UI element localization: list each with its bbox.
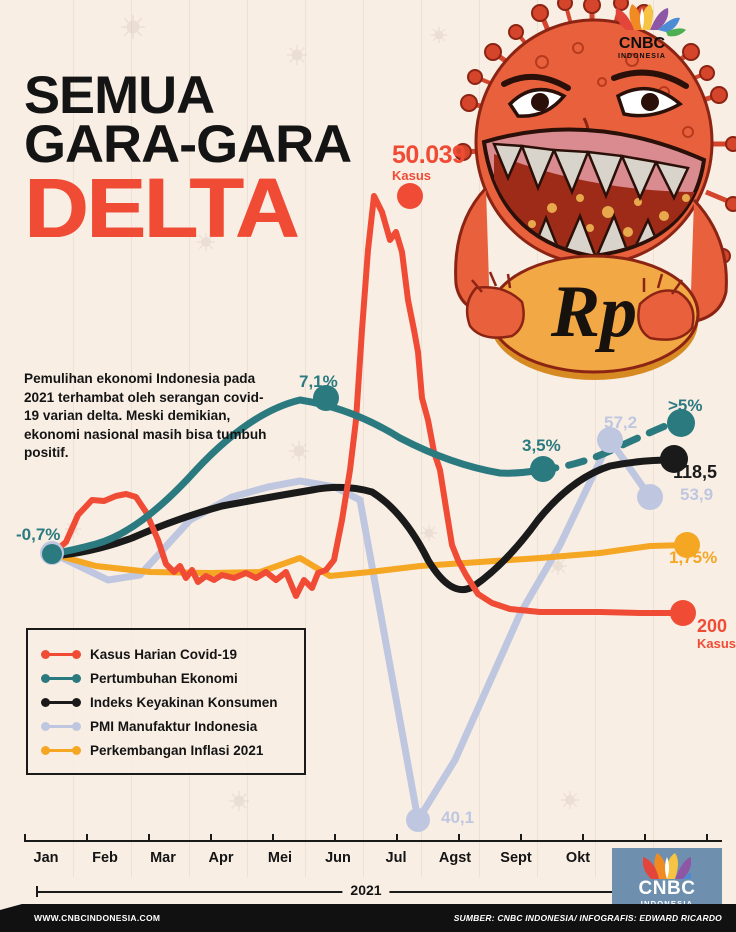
svg-text:CNBC: CNBC: [619, 35, 666, 52]
headline-line-1: SEMUA: [24, 66, 215, 125]
month-label-feb: Feb: [92, 850, 118, 866]
label-covid-end-value: 200: [697, 616, 728, 636]
month-label-jan: Jan: [33, 850, 59, 866]
legend-label-covid: Kasus Harian Covid-19: [90, 646, 238, 662]
label-inflation-end: 1,75%: [669, 548, 718, 567]
year-bracket: 2021: [36, 882, 696, 898]
label-covid-end-unit: Kasus: [697, 636, 736, 651]
chart-legend: Kasus Harian Covid-19 Pertumbuhan Ekonom…: [26, 628, 306, 775]
peacock-icon: [643, 852, 691, 879]
legend-label-pmi: PMI Manufaktur Indonesia: [90, 718, 258, 734]
virus-watermark-icon: [288, 440, 310, 462]
month-label-mei: Mei: [267, 850, 293, 866]
footer-credit: SUMBER: CNBC INDONESIA/ INFOGRAFIS: EDWA…: [453, 913, 722, 923]
intro-paragraph: Pemulihan ekonomi Indonesia pada 2021 te…: [24, 371, 267, 461]
headline-line-2: GARA-GARA: [24, 114, 352, 174]
x-axis-month-labels: Jan Feb Mar Apr Mei Jun Jul Agst Sept Ok…: [0, 850, 736, 872]
label-covid-peak-value: 50.039: [392, 141, 466, 169]
series-consumer-index-line: [48, 456, 676, 594]
label-pmi-des: 53,9: [680, 485, 714, 504]
virus-watermark-icon: [560, 790, 580, 810]
legend-swatch-pmi-icon: [40, 719, 82, 733]
x-axis: [24, 834, 722, 842]
marker-covid-end: [670, 600, 696, 626]
month-label-jul: Jul: [385, 850, 407, 866]
coin-rp-label: Rp: [550, 271, 637, 353]
month-label-apr: Apr: [208, 850, 234, 866]
legend-swatch-covid-icon: [40, 647, 82, 661]
month-label-jun: Jun: [325, 850, 351, 866]
month-label-sept: Sept: [500, 850, 532, 866]
label-growth-q4: >5%: [668, 396, 703, 415]
cnbc-logo-badge: CNBC INDONESIA: [612, 848, 722, 912]
legend-item-economy[interactable]: Pertumbuhan Ekonomi: [40, 666, 294, 690]
marker-growth-start: [42, 544, 62, 564]
legend-item-inflation[interactable]: Perkembangan Inflasi 2021: [40, 738, 294, 762]
label-growth-q3: 3,5%: [522, 436, 561, 455]
virus-watermark-icon: [548, 556, 568, 576]
label-growth-q2: 7,1%: [299, 372, 338, 391]
legend-label-economy: Pertumbuhan Ekonomi: [90, 670, 238, 686]
marker-pmi-des: [637, 484, 663, 510]
legend-item-pmi[interactable]: PMI Manufaktur Indonesia: [40, 714, 294, 738]
month-label-agst: Agst: [438, 850, 472, 866]
label-growth-start: -0,7%: [16, 525, 61, 544]
footer-bar: WWW.CNBCINDONESIA.COM SUMBER: CNBC INDON…: [0, 904, 736, 932]
month-label-okt: Okt: [565, 850, 591, 866]
year-label: 2021: [342, 882, 390, 898]
legend-label-consumer-index: Indeks Keyakinan Konsumen: [90, 694, 278, 710]
virus-monster-illustration: Rp CNBC INDONESIA: [442, 0, 736, 392]
headline-line-3-delta: DELTA: [24, 160, 299, 255]
virus-watermark-icon: [420, 524, 438, 542]
page-title: SEMUA GARA-GARA DELTA: [24, 69, 424, 250]
legend-swatch-economy-icon: [40, 671, 82, 685]
virus-watermark-icon: [228, 790, 250, 812]
cnbc-wordmark: CNBC: [638, 877, 696, 899]
footer-background: [0, 904, 736, 932]
virus-watermark-icon: [286, 44, 308, 66]
legend-item-covid[interactable]: Kasus Harian Covid-19: [40, 642, 294, 666]
series-inflation-line: [49, 542, 689, 579]
label-covid-peak-unit: Kasus: [392, 168, 432, 183]
legend-swatch-consumer-index-icon: [40, 695, 82, 709]
legend-swatch-inflation-icon: [40, 743, 82, 757]
month-label-mar: Mar: [150, 850, 176, 866]
cnbc-subbrand: INDONESIA: [640, 898, 694, 908]
legend-item-consumer-index[interactable]: Indeks Keyakinan Konsumen: [40, 690, 294, 714]
marker-growth-q3: [530, 456, 556, 482]
virus-watermark-icon: [121, 15, 145, 39]
marker-pmi-low: [406, 808, 430, 832]
label-pmi-nov: 57,2: [604, 413, 638, 432]
label-consumer-end: 118,5: [673, 462, 718, 482]
svg-text:INDONESIA: INDONESIA: [618, 53, 666, 60]
virus-watermark-icon: [64, 520, 82, 538]
label-pmi-low: 40,1: [441, 808, 475, 827]
footer-website[interactable]: WWW.CNBCINDONESIA.COM: [34, 913, 161, 923]
cnbc-logo-illustration: CNBC INDONESIA: [615, 4, 686, 60]
legend-label-inflation: Perkembangan Inflasi 2021: [90, 742, 264, 758]
